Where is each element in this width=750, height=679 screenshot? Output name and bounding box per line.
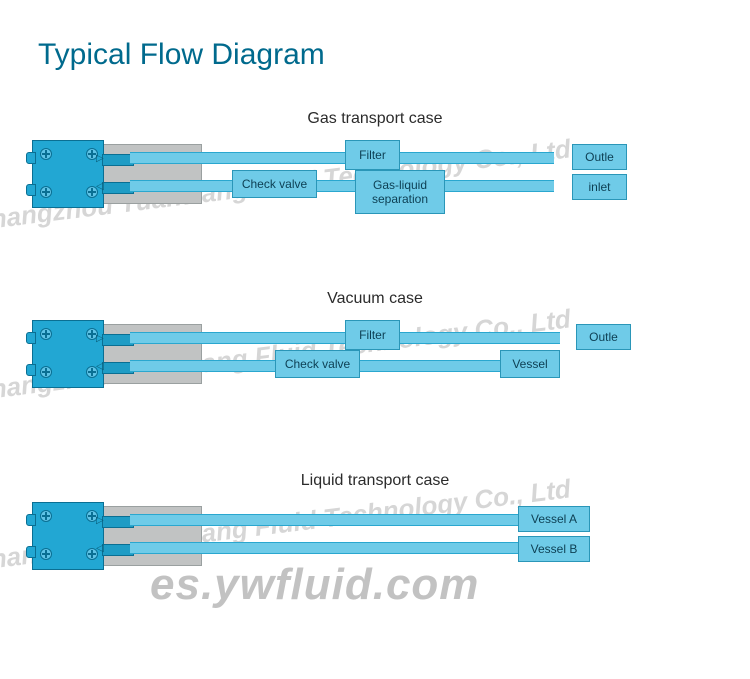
tube [130, 152, 554, 164]
case-stage: ▷ ◁ FilterCheck valve Vessel Outle [0, 320, 750, 420]
flow-box: Vessel [500, 350, 560, 378]
case-stage: ▷ ◁ Vessel A Vessel B [0, 502, 750, 602]
flow-arrow-out: ▷ [96, 515, 104, 526]
pump-screw [40, 510, 52, 522]
pump-screw [40, 148, 52, 160]
pump-screw [40, 548, 52, 560]
flow-arrow-in: ◁ [96, 543, 104, 554]
pump-screw [40, 186, 52, 198]
flow-box: Outle [576, 324, 631, 350]
flow-box: Vessel A [518, 506, 590, 532]
pump-side-bump [26, 332, 36, 344]
flow-box: inlet [572, 174, 627, 200]
tube [130, 180, 554, 192]
pump-side-bump [26, 546, 36, 558]
pump-side-bump [26, 184, 36, 196]
pump-screw [40, 328, 52, 340]
tube [130, 542, 518, 554]
page-title: Typical Flow Diagram [38, 38, 325, 72]
pump-side-bump [26, 514, 36, 526]
flow-arrow-out: ▷ [96, 153, 104, 164]
case-title: Gas transport case [0, 110, 750, 128]
pump-side-bump [26, 152, 36, 164]
case-title: Liquid transport case [0, 472, 750, 490]
flow-box: Filter [345, 320, 400, 350]
flow-box: Check valve [232, 170, 317, 198]
case-title: Vacuum case [0, 290, 750, 308]
case-stage: ▷ ◁ Filter Check valve Gas-liquid separation… [0, 140, 750, 240]
flow-box: Outle [572, 144, 627, 170]
flow-arrow-in: ◁ [96, 181, 104, 192]
flow-arrow-out: ▷ [96, 333, 104, 344]
flow-box: Gas-liquid separation [355, 170, 445, 214]
pump-side-bump [26, 364, 36, 376]
tube [130, 514, 518, 526]
flow-arrow-in: ◁ [96, 361, 104, 372]
flow-box: Vessel B [518, 536, 590, 562]
pump-screw [40, 366, 52, 378]
flow-box: Check valve [275, 350, 360, 378]
flow-box: Filter [345, 140, 400, 170]
